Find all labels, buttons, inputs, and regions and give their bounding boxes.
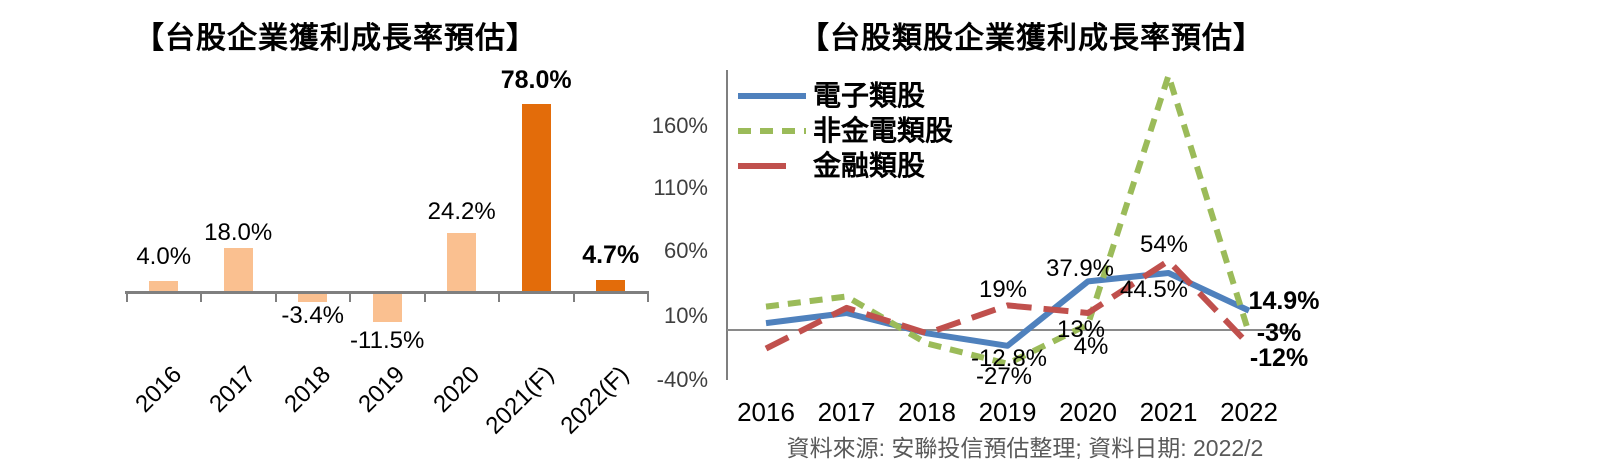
bar-2021(F) — [521, 103, 551, 291]
point-label-electronics-2022: 14.9% — [1248, 287, 1320, 315]
legend-item-non-finance-electronics: 非金電類股 — [738, 113, 953, 148]
bar-value-label-2020: 24.2% — [427, 198, 496, 225]
point-label-financials-2022: -12% — [1249, 344, 1309, 372]
legend-item-financials: 金融類股 — [738, 148, 953, 183]
bar-chart-title: 【台股企業獲利成長率預估】 — [134, 22, 537, 55]
line-chart-series-svg — [764, 72, 1252, 367]
bar-2016 — [149, 281, 179, 291]
bar-value-label-2019: -11.5% — [350, 327, 425, 354]
legend-line-sample-non-finance-electronics — [738, 127, 806, 134]
point-label-financials-2021: 54% — [1139, 231, 1189, 258]
x-tick-label-2019: 2019 — [978, 397, 1037, 427]
bar-2019 — [372, 294, 402, 322]
bar-x-axis-line — [125, 291, 649, 294]
point-label-electronics-2019: -12.8% — [970, 345, 1048, 372]
x-tick-label-2021: 2021 — [1139, 397, 1198, 427]
bar-2017 — [223, 247, 253, 291]
bar-x-axis-tick-3 — [349, 294, 351, 302]
bar-2020 — [447, 232, 477, 291]
series-line-financials — [764, 257, 1252, 352]
source-note: 資料來源: 安聯投信預估整理; 資料日期: 2022/2 — [786, 435, 1264, 461]
bar-value-label-2017: 18.0% — [204, 219, 273, 246]
bar-x-axis-tick-5 — [498, 294, 500, 302]
bar-2022(F) — [596, 279, 626, 291]
bar-value-label-2016: 4.0% — [136, 243, 192, 270]
legend-line-sample-financials — [738, 162, 786, 169]
bar-value-label-2022(F): 4.7% — [582, 241, 640, 269]
x-tick-label-2022: 2022 — [1220, 397, 1278, 427]
point-label-non-finance-electronics-2019: -27% — [975, 363, 1033, 390]
x-tick-label-2016: 2016 — [737, 397, 795, 427]
legend-label-non-finance-electronics: 非金電類股 — [813, 114, 954, 146]
y-tick-label-60: 60% — [663, 237, 708, 263]
legend-line-sample-electronics — [738, 92, 806, 99]
legend-swatch-financials — [738, 162, 813, 169]
bar-x-axis-tick-2 — [274, 294, 277, 302]
legend-item-electronics: 電子類股 — [738, 78, 953, 113]
y-tick-label--40: -40% — [656, 367, 708, 392]
point-label-non-finance-electronics-2020: 4% — [1073, 333, 1109, 360]
line-chart-title: 【台股類股企業獲利成長率預估】 — [799, 22, 1264, 55]
legend-swatch-electronics — [738, 92, 813, 99]
point-label-financials-2019: 19% — [978, 276, 1028, 303]
x-tick-label-2018: 2018 — [898, 397, 956, 427]
y-tick-label-160: 160% — [651, 112, 708, 138]
bar-value-label-2021(F): 78.0% — [500, 66, 572, 94]
legend-label-financials: 金融類股 — [813, 149, 926, 181]
series-line-electronics — [765, 270, 1251, 349]
bar-x-axis-tick-4 — [423, 294, 426, 302]
y-tick-label-110: 110% — [653, 174, 708, 200]
legend-label-electronics: 電子類股 — [813, 79, 926, 111]
bar-x-axis-tick-1 — [200, 294, 202, 302]
x-tick-label-2020: 2020 — [1059, 397, 1117, 427]
x-tick-label-2017: 2017 — [817, 397, 876, 427]
point-label-electronics-2021: 44.5% — [1119, 276, 1189, 303]
bar-2018 — [298, 294, 328, 303]
bar-x-axis-tick-0 — [125, 294, 128, 302]
point-label-financials-2020: 13% — [1056, 316, 1106, 343]
y-tick-label-10: 10% — [663, 302, 708, 328]
legend-swatch-non-finance-electronics — [738, 127, 813, 134]
point-label-non-finance-electronics-2022: -3% — [1256, 319, 1302, 347]
bar-x-axis-tick-6 — [572, 294, 575, 302]
line-chart-legend: 電子類股 非金電類股 金融類股 — [738, 78, 953, 183]
line-y-axis-line — [726, 70, 728, 380]
bar-x-axis-tick-7 — [647, 294, 649, 302]
line-zero-gridline — [727, 328, 1291, 331]
bar-value-label-2018: -3.4% — [281, 302, 345, 329]
point-label-electronics-2020: 37.9% — [1045, 255, 1115, 282]
